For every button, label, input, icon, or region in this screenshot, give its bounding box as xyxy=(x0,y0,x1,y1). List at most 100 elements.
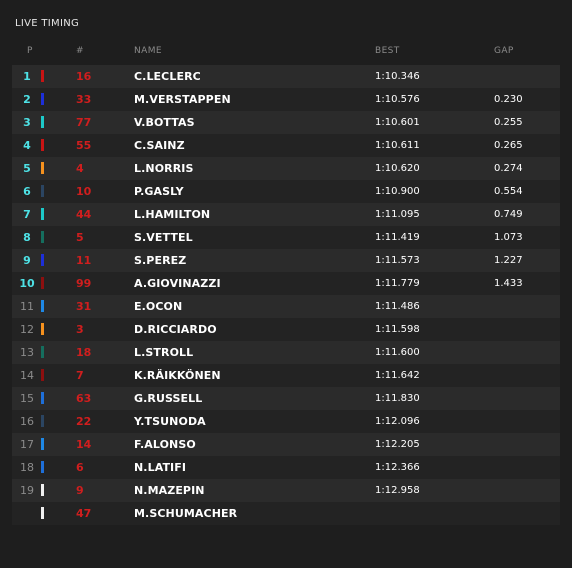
table-row[interactable]: 11 31 E.OCON 1:11.486 xyxy=(12,295,560,318)
table-row[interactable]: 9 11 S.PEREZ 1:11.573 1.227 xyxy=(12,249,560,272)
table-row[interactable]: 14 7 K.RÄIKKÖNEN 1:11.642 xyxy=(12,364,560,387)
driver-name-cell: L.NORRIS xyxy=(134,162,194,175)
best-lap-cell: 1:11.573 xyxy=(375,255,420,266)
position-cell: 3 xyxy=(23,116,31,129)
table-row[interactable]: 6 10 P.GASLY 1:10.900 0.554 xyxy=(12,180,560,203)
best-lap-cell: 1:11.598 xyxy=(375,324,420,335)
car-number-cell: 5 xyxy=(76,231,84,244)
panel-title: LIVE TIMING xyxy=(15,18,80,29)
table-row[interactable]: 17 14 F.ALONSO 1:12.205 xyxy=(12,433,560,456)
table-row[interactable]: 13 18 L.STROLL 1:11.600 xyxy=(12,341,560,364)
position-cell: 13 xyxy=(20,346,34,359)
best-lap-cell: 1:11.095 xyxy=(375,209,420,220)
car-number-cell: 44 xyxy=(76,208,92,221)
table-row[interactable]: 16 22 Y.TSUNODA 1:12.096 xyxy=(12,410,560,433)
team-color-bar xyxy=(41,300,44,312)
position-cell: 14 xyxy=(20,369,34,382)
car-number-cell: 14 xyxy=(76,438,92,451)
best-lap-cell: 1:10.900 xyxy=(375,186,420,197)
car-number-cell: 16 xyxy=(76,70,92,83)
car-number-cell: 10 xyxy=(76,185,92,198)
team-color-bar xyxy=(41,392,44,404)
table-row[interactable]: 19 9 N.MAZEPIN 1:12.958 xyxy=(12,479,560,502)
gap-cell: 0.749 xyxy=(494,209,523,220)
driver-name-cell: F.ALONSO xyxy=(134,438,196,451)
team-color-bar xyxy=(41,162,44,174)
header-name: NAME xyxy=(134,46,162,56)
position-cell: 9 xyxy=(23,254,31,267)
gap-cell: 0.255 xyxy=(494,117,523,128)
position-cell: 19 xyxy=(20,484,34,497)
best-lap-cell: 1:10.611 xyxy=(375,140,420,151)
team-color-bar xyxy=(41,70,44,82)
driver-name-cell: S.VETTEL xyxy=(134,231,193,244)
header-gap: GAP xyxy=(494,46,514,56)
position-cell: 4 xyxy=(23,139,31,152)
position-cell: 2 xyxy=(23,93,31,106)
header-position: P xyxy=(27,46,33,56)
table-row[interactable]: 12 3 D.RICCIARDO 1:11.598 xyxy=(12,318,560,341)
car-number-cell: 22 xyxy=(76,415,92,428)
gap-cell: 1.433 xyxy=(494,278,523,289)
car-number-cell: 6 xyxy=(76,461,84,474)
table-row[interactable]: 18 6 N.LATIFI 1:12.366 xyxy=(12,456,560,479)
best-lap-cell: 1:11.419 xyxy=(375,232,420,243)
car-number-cell: 7 xyxy=(76,369,84,382)
team-color-bar xyxy=(41,277,44,289)
team-color-bar xyxy=(41,139,44,151)
best-lap-cell: 1:12.205 xyxy=(375,439,420,450)
best-lap-cell: 1:12.366 xyxy=(375,462,420,473)
car-number-cell: 9 xyxy=(76,484,84,497)
table-row[interactable]: 1 16 C.LECLERC 1:10.346 xyxy=(12,65,560,88)
driver-name-cell: G.RUSSELL xyxy=(134,392,203,405)
car-number-cell: 33 xyxy=(76,93,92,106)
driver-name-cell: N.LATIFI xyxy=(134,461,187,474)
table-row[interactable]: 8 5 S.VETTEL 1:11.419 1.073 xyxy=(12,226,560,249)
car-number-cell: 18 xyxy=(76,346,92,359)
table-row[interactable]: 5 4 L.NORRIS 1:10.620 0.274 xyxy=(12,157,560,180)
position-cell: 17 xyxy=(20,438,34,451)
position-cell: 16 xyxy=(20,415,34,428)
driver-name-cell: Y.TSUNODA xyxy=(134,415,206,428)
driver-name-cell: M.SCHUMACHER xyxy=(134,507,238,520)
table-row[interactable]: 3 77 V.BOTTAS 1:10.601 0.255 xyxy=(12,111,560,134)
team-color-bar xyxy=(41,415,44,427)
driver-name-cell: N.MAZEPIN xyxy=(134,484,205,497)
team-color-bar xyxy=(41,323,44,335)
car-number-cell: 4 xyxy=(76,162,84,175)
position-cell: 6 xyxy=(23,185,31,198)
driver-name-cell: K.RÄIKKÖNEN xyxy=(134,369,221,382)
team-color-bar xyxy=(41,507,44,519)
driver-name-cell: C.LECLERC xyxy=(134,70,201,83)
table-row[interactable]: 4 55 C.SAINZ 1:10.611 0.265 xyxy=(12,134,560,157)
best-lap-cell: 1:11.642 xyxy=(375,370,420,381)
team-color-bar xyxy=(41,461,44,473)
car-number-cell: 63 xyxy=(76,392,92,405)
gap-cell: 1.227 xyxy=(494,255,523,266)
driver-name-cell: M.VERSTAPPEN xyxy=(134,93,231,106)
header-number: # xyxy=(76,46,84,56)
driver-name-cell: A.GIOVINAZZI xyxy=(134,277,221,290)
table-row[interactable]: 15 63 G.RUSSELL 1:11.830 xyxy=(12,387,560,410)
table-row[interactable]: 2 33 M.VERSTAPPEN 1:10.576 0.230 xyxy=(12,88,560,111)
team-color-bar xyxy=(41,254,44,266)
car-number-cell: 11 xyxy=(76,254,92,267)
best-lap-cell: 1:11.600 xyxy=(375,347,420,358)
position-cell: 7 xyxy=(23,208,31,221)
position-cell: 1 xyxy=(23,70,31,83)
table-row[interactable]: 47 M.SCHUMACHER xyxy=(12,502,560,525)
table-row[interactable]: 7 44 L.HAMILTON 1:11.095 0.749 xyxy=(12,203,560,226)
best-lap-cell: 1:10.346 xyxy=(375,71,420,82)
car-number-cell: 77 xyxy=(76,116,92,129)
table-row[interactable]: 10 99 A.GIOVINAZZI 1:11.779 1.433 xyxy=(12,272,560,295)
gap-cell: 0.230 xyxy=(494,94,523,105)
car-number-cell: 3 xyxy=(76,323,84,336)
best-lap-cell: 1:10.576 xyxy=(375,94,420,105)
team-color-bar xyxy=(41,93,44,105)
car-number-cell: 47 xyxy=(76,507,92,520)
gap-cell: 0.265 xyxy=(494,140,523,151)
position-cell: 15 xyxy=(20,392,34,405)
gap-cell: 1.073 xyxy=(494,232,523,243)
team-color-bar xyxy=(41,116,44,128)
team-color-bar xyxy=(41,438,44,450)
